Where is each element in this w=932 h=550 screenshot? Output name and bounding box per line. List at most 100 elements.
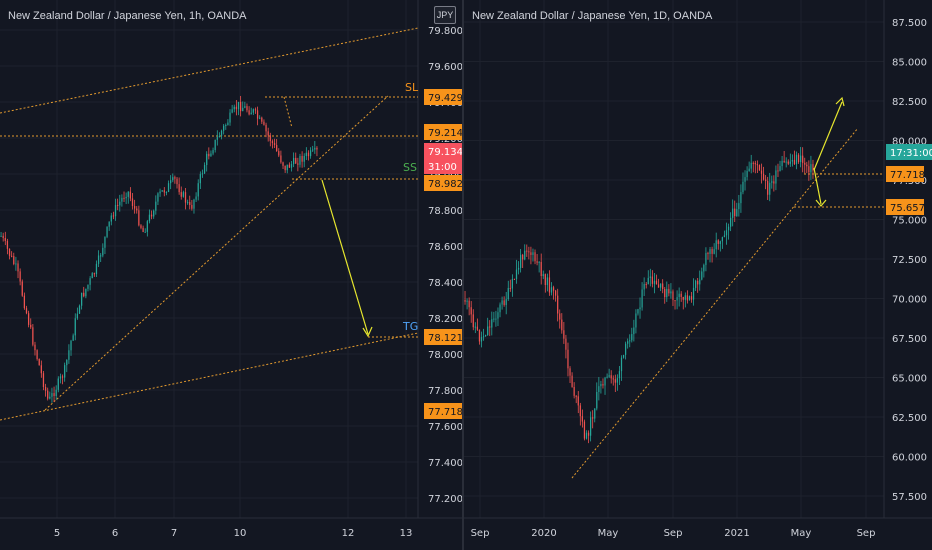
hourly-candle [127, 191, 129, 197]
daily-candle [699, 279, 701, 285]
hourly-candle [66, 359, 68, 366]
target-arrow-head [362, 326, 373, 338]
pane-divider[interactable] [462, 0, 464, 550]
hourly-chart-canvas[interactable]: 79.80079.60079.40079.20079.00078.80078.6… [0, 0, 462, 550]
price-marker-orange [424, 89, 462, 105]
daily-candle [633, 327, 635, 335]
hourly-candle [47, 390, 49, 399]
hourly-candle [189, 202, 191, 205]
daily-candle [614, 379, 616, 383]
daily-candle [806, 164, 808, 167]
hourly-candle [148, 214, 151, 222]
daily-candle [725, 230, 728, 236]
bull-arrow-line [813, 101, 843, 171]
hourly-candle [150, 214, 153, 217]
daily-candle [561, 319, 563, 331]
hourly-candle [312, 149, 314, 151]
hourly-candle [208, 153, 210, 157]
price-marker-orange-text: 79.214 [428, 128, 462, 139]
hourly-candle [269, 135, 271, 142]
daily-candle [748, 168, 750, 172]
daily-candle [567, 349, 569, 369]
hourly-candle [146, 221, 148, 232]
hourly-candle [70, 340, 72, 351]
daily-candle [590, 417, 592, 436]
daily-candle [550, 287, 553, 293]
hourly-candle [271, 141, 274, 144]
currency-badge[interactable]: JPY [434, 6, 456, 24]
daily-candle [499, 304, 501, 313]
time-tick-label: 6 [112, 528, 118, 539]
daily-candle [775, 170, 777, 184]
hourly-candle [4, 238, 6, 241]
hourly-candle [40, 365, 42, 374]
hourly-candle [104, 236, 106, 248]
hourly-chart-pane[interactable]: 79.80079.60079.40079.20079.00078.80078.6… [0, 0, 462, 550]
price-tick-label: 78.200 [428, 314, 462, 325]
price-tick-label: 79.800 [428, 26, 462, 37]
hourly-candle [239, 101, 242, 112]
hourly-candle [163, 190, 165, 193]
daily-candle [631, 334, 633, 341]
hourly-candle [201, 173, 204, 175]
daily-candle [616, 378, 618, 383]
bear-arrow-head [815, 199, 827, 207]
hourly-candle [261, 117, 263, 122]
time-tick-label: Sep [857, 528, 876, 539]
hourly-candle [119, 201, 121, 206]
hourly-candle [93, 273, 95, 275]
daily-candle [647, 277, 649, 285]
daily-candle [670, 291, 672, 294]
hourly-candle [11, 255, 13, 257]
daily-candle [740, 192, 742, 204]
hourly-candle [159, 191, 161, 194]
hourly-candle [284, 165, 286, 171]
hourly-candle [142, 227, 144, 232]
price-marker-orange-text: 78.121 [428, 333, 462, 344]
daily-candle [721, 237, 723, 242]
hourly-candle [131, 198, 134, 207]
hourly-candle [278, 151, 280, 156]
daily-chart-canvas[interactable]: 87.50085.00082.50080.00077.50075.00072.5… [464, 0, 932, 550]
daily-candle [598, 386, 600, 393]
target-arrow-line [321, 179, 369, 335]
hourly-candle [49, 396, 51, 399]
daily-candle [522, 254, 524, 260]
daily-candle [536, 261, 538, 263]
daily-candle [497, 312, 499, 319]
hourly-candle [95, 263, 98, 275]
daily-candle [651, 276, 653, 284]
hourly-candle [314, 147, 316, 150]
price-tick-label: 65.000 [892, 374, 927, 385]
daily-candle [744, 177, 746, 182]
daily-candle [750, 162, 752, 169]
hourly-candle [195, 196, 197, 200]
price-tick-label: 80.000 [892, 137, 927, 148]
daily-candle [703, 264, 705, 272]
daily-candle [793, 159, 796, 165]
hourly-candle [206, 153, 208, 166]
daily-candle [524, 250, 526, 260]
daily-candle [544, 274, 546, 286]
price-marker-orange-text: 75.657 [890, 203, 925, 214]
daily-candle [538, 261, 540, 263]
daily-candle [773, 181, 775, 184]
price-tick-label: 87.500 [892, 18, 927, 29]
daily-chart-pane[interactable]: 87.50085.00082.50080.00077.50075.00072.5… [464, 0, 932, 550]
hourly-candle [36, 350, 38, 360]
hourly-candle [242, 107, 244, 112]
daily-candle [618, 371, 621, 379]
daily-candle [472, 314, 474, 328]
daily-candle [540, 261, 542, 277]
hourly-candle [100, 255, 102, 257]
daily-candle [557, 295, 559, 314]
hourly-candle [203, 165, 206, 174]
hourly-candle [237, 101, 240, 110]
hourly-candle [193, 199, 195, 209]
hourly-candle [42, 373, 45, 387]
hourly-candle [51, 393, 53, 397]
daily-candle [738, 203, 740, 210]
hourly-candle [210, 153, 212, 157]
hourly-candle [112, 215, 115, 217]
daily-candle [515, 269, 518, 279]
